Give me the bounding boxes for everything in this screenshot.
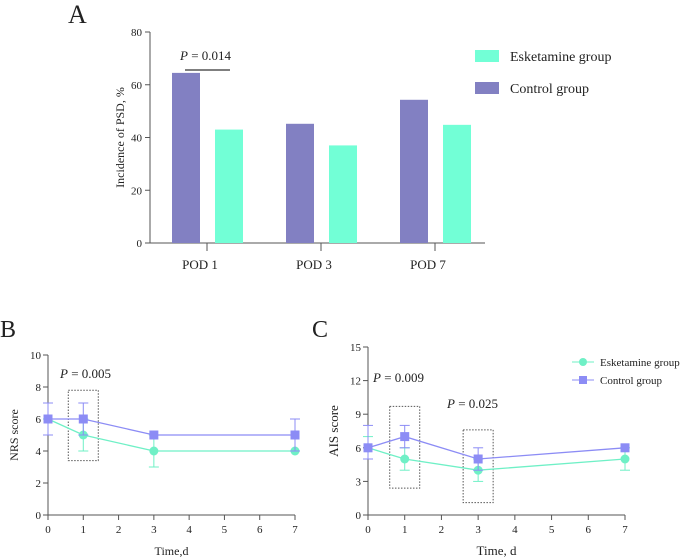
y-tick-label: 8 (36, 382, 42, 394)
point-control (473, 454, 483, 464)
x-tick-label: 3 (151, 524, 157, 536)
bar-control (172, 72, 200, 243)
legend-swatch (475, 82, 499, 94)
x-tick-label: POD 7 (410, 257, 446, 272)
bar-esketamine (329, 145, 357, 243)
y-tick-label: 15 (350, 342, 362, 354)
panel-label-c: C (312, 317, 328, 343)
legend-label: Control group (600, 375, 663, 387)
y-tick-label: 12 (350, 376, 361, 388)
panel-label-a: A (68, 0, 87, 29)
bar-esketamine (443, 124, 471, 243)
y-tick-label: 6 (356, 443, 362, 455)
bar-control (400, 99, 428, 243)
y-tick-label: 20 (131, 185, 143, 197)
line-control (367, 435, 626, 460)
x-tick-label: 7 (292, 524, 298, 536)
x-tick-label: 1 (402, 524, 408, 536)
x-tick-label: 4 (512, 524, 518, 536)
point-esketamine (149, 446, 159, 456)
line-control (48, 418, 295, 436)
point-esketamine (400, 454, 410, 464)
x-tick-label: 1 (81, 524, 87, 536)
y-tick-label: 10 (30, 350, 42, 362)
x-tick-label: 2 (439, 524, 445, 536)
point-control (149, 430, 159, 440)
x-axis-label: Time,d (155, 544, 189, 558)
legend-label: Control group (510, 82, 589, 97)
x-tick-label: 5 (222, 524, 228, 536)
point-control (290, 430, 300, 440)
highlight-box (462, 429, 494, 504)
p-value-annotation: P = 0.025 (446, 396, 498, 411)
point-control (620, 443, 630, 453)
y-tick-label: 6 (36, 414, 42, 426)
x-tick-label: 5 (549, 524, 555, 536)
y-tick-label: 3 (356, 476, 362, 488)
y-tick-label: 80 (131, 27, 143, 39)
y-axis-label: Incidence of PSD, % (113, 87, 127, 188)
legend-label: Esketamine group (510, 50, 611, 65)
legend-label: Esketamine group (600, 357, 680, 369)
x-tick-label: 3 (475, 524, 481, 536)
point-control (43, 414, 53, 424)
panel-label-b: B (0, 317, 16, 343)
p-value-annotation: P = 0.014 (179, 48, 232, 63)
point-control (78, 414, 88, 424)
bar-esketamine (215, 129, 243, 243)
legend-swatch (475, 50, 499, 62)
highlight-box (389, 405, 421, 489)
x-tick-label: 6 (257, 524, 263, 536)
legend-marker-circle (579, 358, 587, 366)
legend-marker-square (579, 376, 587, 384)
x-tick-label: 4 (186, 524, 192, 536)
y-tick-label: 40 (131, 133, 143, 145)
y-tick-label: 0 (137, 238, 143, 250)
p-value-annotation: P = 0.005 (59, 366, 111, 381)
y-tick-label: 9 (356, 409, 362, 421)
x-tick-label: POD 1 (182, 257, 218, 272)
p-value-annotation: P = 0.009 (372, 370, 424, 385)
x-tick-label: POD 3 (296, 257, 332, 272)
x-axis-label: Time, d (477, 543, 517, 558)
line-esketamine (47, 418, 295, 452)
highlight-box (67, 389, 99, 462)
x-tick-label: 0 (365, 524, 371, 536)
y-tick-label: 60 (131, 80, 143, 92)
line-esketamine (367, 447, 626, 471)
y-tick-label: 2 (36, 478, 42, 490)
point-control (400, 432, 410, 442)
y-axis-label: AIS score (326, 405, 341, 457)
y-tick-label: 4 (36, 446, 42, 458)
x-tick-label: 2 (116, 524, 122, 536)
y-axis-label: NRS score (7, 409, 21, 461)
bar-control (286, 123, 314, 243)
y-tick-label: 0 (36, 510, 42, 522)
x-tick-label: 6 (586, 524, 592, 536)
point-control (363, 443, 373, 453)
y-tick-label: 0 (356, 510, 362, 522)
point-esketamine (620, 454, 630, 464)
x-tick-label: 7 (622, 524, 628, 536)
x-tick-label: 0 (45, 524, 51, 536)
